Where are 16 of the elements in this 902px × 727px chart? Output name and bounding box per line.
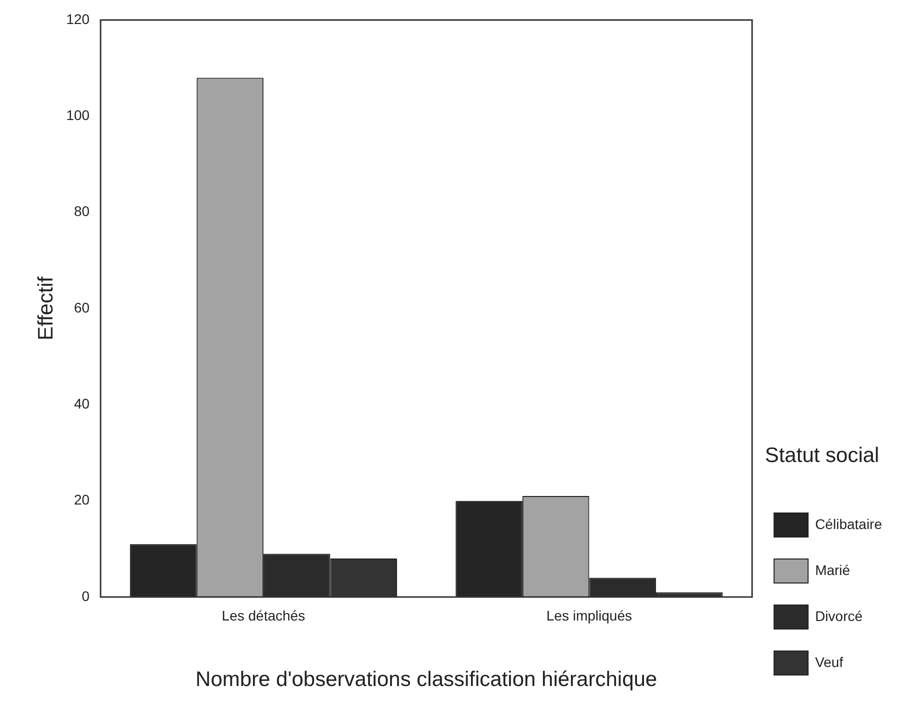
- x-axis-title: Nombre d'observations classification hiérarchique: [196, 668, 658, 692]
- y-tick-label: 120: [66, 10, 90, 27]
- y-tick-label: 60: [74, 299, 90, 316]
- y-tick-label: 100: [66, 107, 90, 124]
- y-tick-label: 40: [74, 396, 90, 412]
- y-tick-label: 20: [74, 492, 90, 508]
- legend-label: Divorcé: [815, 608, 863, 624]
- legend-label: Marié: [815, 562, 850, 578]
- y-tick-label: 0: [82, 588, 90, 604]
- x-tick-label: Les impliqués: [546, 607, 632, 624]
- x-tick-label: Les détachés: [222, 607, 306, 624]
- y-tick-label: 80: [74, 203, 90, 220]
- y-axis-title: Effectif: [34, 276, 58, 340]
- legend-title: Statut social: [764, 444, 880, 468]
- legend-label: Veuf: [815, 654, 844, 670]
- legend-label: Célibataire: [815, 516, 882, 532]
